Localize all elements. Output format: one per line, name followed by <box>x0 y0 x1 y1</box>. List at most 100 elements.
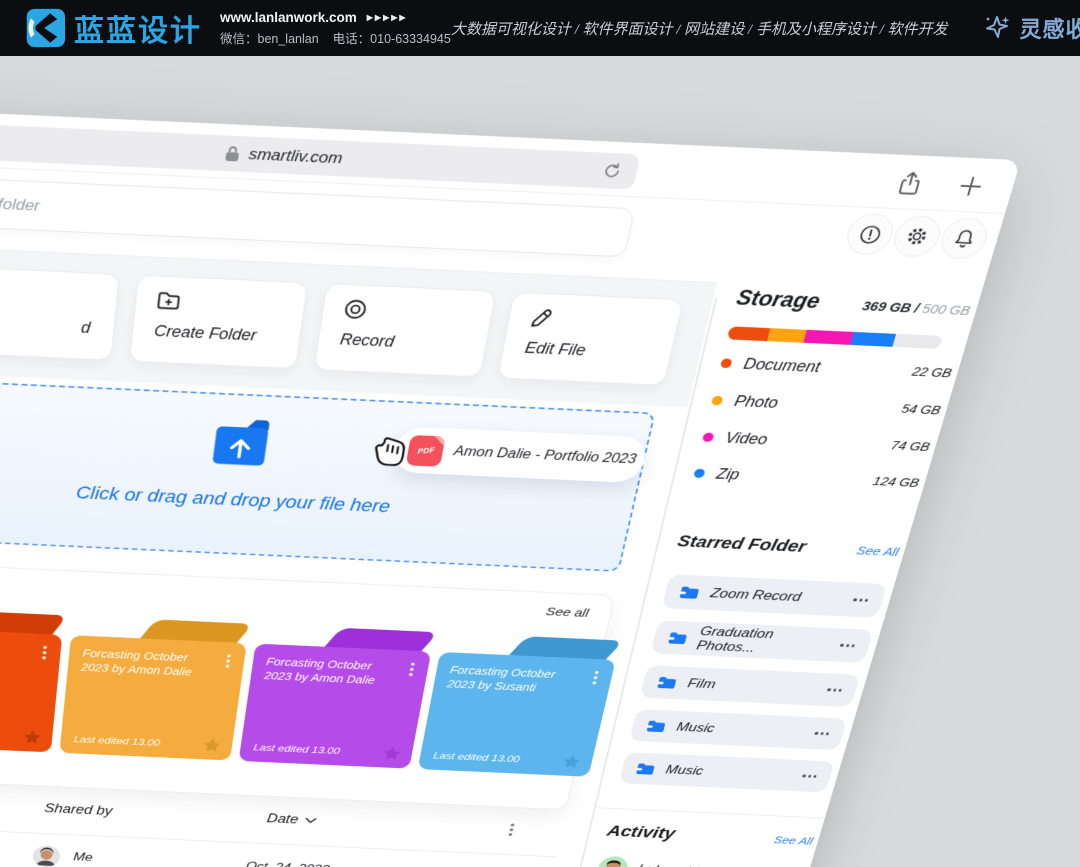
sparkle-star-icon <box>985 16 1009 38</box>
inspiration-collect[interactable]: 灵感收集 <box>982 12 1080 44</box>
contact-block: www.lanlanwork.com ▶▶▶▶▶ 微信：ben_lanlan 电… <box>220 10 451 47</box>
starred-item[interactable]: Film <box>639 665 861 708</box>
star-icon[interactable] <box>202 737 223 753</box>
folder-last-edited: Last edited 13.00 <box>73 733 161 749</box>
pdf-badge-label: PDF <box>417 445 435 456</box>
starred-item[interactable]: Graduation Photos... <box>650 620 874 663</box>
phone-label: 电话：010-63334945 <box>332 31 451 46</box>
folder-name <box>0 638 32 644</box>
folder-icon <box>646 720 666 732</box>
luky-avatar <box>595 855 631 867</box>
starred-item[interactable]: Music <box>629 709 848 751</box>
activity-divider <box>597 807 824 819</box>
activity-title: Activity <box>605 821 678 842</box>
storage-legend-row: Document 22 GB <box>719 354 954 382</box>
activity-row[interactable]: Luky added Photo 12.30 <box>595 855 806 867</box>
more-icon[interactable] <box>840 644 855 648</box>
recent-folders-card: See all Forcasting October 2023 by Amon … <box>0 561 624 811</box>
folder-last-edited: Last edited 13.00 <box>432 749 521 765</box>
bell-icon <box>950 228 978 250</box>
more-icon[interactable] <box>827 688 842 692</box>
new-tab-icon[interactable] <box>953 173 988 200</box>
logo-text: 蓝蓝设计 <box>74 15 202 48</box>
info-button[interactable] <box>842 212 898 256</box>
folder-name: Forcasting October 2023 by Amon Dalie <box>80 646 193 678</box>
record-card[interactable]: Record <box>313 283 497 378</box>
record-label: Record <box>338 330 396 351</box>
storage-bar-segment <box>850 331 897 347</box>
date-header[interactable]: Date <box>266 811 318 828</box>
create-folder-card[interactable]: Create Folder <box>128 274 309 370</box>
notifications-button[interactable] <box>936 216 993 260</box>
storage-header: Storage 369 GB / 500 GB <box>734 286 974 320</box>
table-menu-icon[interactable] <box>508 823 515 836</box>
storage-legend-row: Video 74 GB <box>701 428 932 456</box>
collect-label: 灵感收集 <box>1019 17 1080 42</box>
star-icon[interactable] <box>22 729 42 745</box>
folder-card[interactable]: Forcasting October 2023 by Amon Dalie La… <box>238 624 439 769</box>
legend-dot <box>719 358 733 369</box>
folder-name: Forcasting October 2023 by Susanti <box>446 663 557 694</box>
arrows-decoration: ▶▶▶▶▶ <box>366 12 408 22</box>
activity-header: Activity See All <box>605 822 815 849</box>
shared-row-name: Me <box>72 850 94 864</box>
folder-name: Forcasting October 2023 by Amon Dalie <box>263 655 376 687</box>
pdf-file-icon: PDF <box>405 434 446 467</box>
dropzone-content: Click or drag and drop your file here <box>3 407 478 521</box>
shared-row-date: Oct, 24, 2023 <box>245 860 330 867</box>
legend-dot <box>710 395 724 406</box>
starred-see-all-link[interactable]: See All <box>854 544 901 560</box>
storage-usage: 369 GB / 500 GB <box>860 299 972 319</box>
starred-title: Starred Folder <box>675 531 809 556</box>
chevron-down-icon <box>304 817 318 824</box>
pencil-icon <box>527 306 556 330</box>
kebab-menu-icon[interactable] <box>592 670 599 685</box>
url-text: smartliv.com <box>247 145 344 168</box>
star-icon[interactable] <box>381 745 403 761</box>
branding-bar: 蓝蓝设计 www.lanlanwork.com ▶▶▶▶▶ 微信：ben_lan… <box>0 0 1080 56</box>
me-avatar <box>32 844 62 867</box>
folder-last-edited: Last edited 13.00 <box>252 741 341 757</box>
more-icon[interactable] <box>802 774 817 778</box>
reload-icon[interactable] <box>599 160 625 181</box>
lanlan-logo-icon <box>26 8 66 48</box>
activity-text: Luky added Photo <box>636 862 759 867</box>
upload-card[interactable]: d <box>0 266 120 361</box>
folder-icon <box>679 586 700 599</box>
starred-item[interactable]: Zoom Record <box>661 574 888 618</box>
lock-icon <box>225 145 241 162</box>
folder-card[interactable] <box>0 607 68 753</box>
gear-icon <box>903 225 931 247</box>
legend-dot <box>701 432 715 442</box>
edit-file-card[interactable]: Edit File <box>497 291 684 386</box>
folder-card[interactable]: Forcasting October 2023 by Amon Dalie La… <box>59 616 253 761</box>
storage-bar-segment <box>767 328 807 343</box>
settings-button[interactable] <box>889 214 945 258</box>
more-icon[interactable] <box>853 598 869 602</box>
folder-card[interactable]: Forcasting October 2023 by Susanti Last … <box>417 633 624 777</box>
recent-see-all-link[interactable]: See all <box>544 605 591 620</box>
share-icon[interactable] <box>894 170 927 197</box>
kebab-menu-icon[interactable] <box>225 654 231 668</box>
storage-legend-row: Zip 124 GB <box>692 465 921 492</box>
kebab-menu-icon[interactable] <box>408 662 415 677</box>
record-icon <box>341 297 370 321</box>
folder-icon <box>668 631 688 644</box>
legend-dot <box>693 468 706 478</box>
activity-see-all-link[interactable]: See All <box>772 834 815 848</box>
folder-icon <box>657 676 677 689</box>
file-dropzone[interactable]: Click or drag and drop your file here <box>0 377 656 572</box>
more-icon[interactable] <box>814 732 830 736</box>
address-bar[interactable]: smartliv.com <box>0 122 641 190</box>
star-icon[interactable] <box>561 754 583 770</box>
website-link[interactable]: www.lanlanwork.com <box>220 9 357 25</box>
folder-plus-icon <box>155 289 184 313</box>
kebab-menu-icon[interactable] <box>42 645 47 660</box>
storage-bar-segment <box>803 329 854 345</box>
dropzone-text: Click or drag and drop your file here <box>75 482 392 517</box>
services-list: 大数据可视化设计 / 软件界面设计 / 网站建设 / 手机及小程序设计 / 软件… <box>450 21 948 38</box>
starred-item[interactable]: Music <box>618 752 835 793</box>
alert-circle-icon <box>856 224 883 245</box>
upload-folder-icon <box>212 419 270 466</box>
storage-legend-row: Photo 54 GB <box>710 391 943 419</box>
